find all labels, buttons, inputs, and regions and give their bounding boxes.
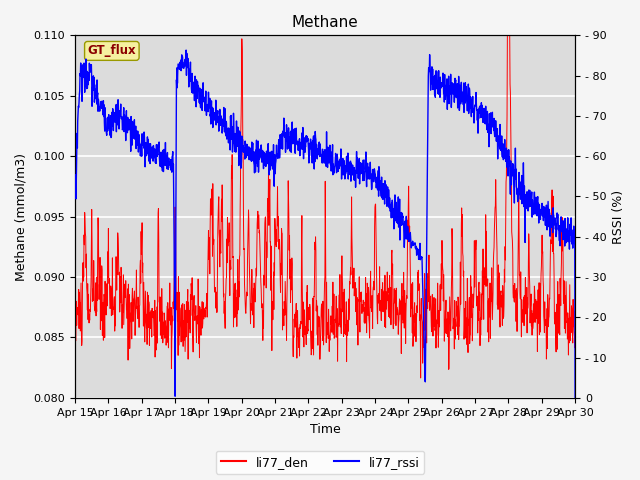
li77_rssi <box>356 171 364 177</box>
li77_den <box>71 286 79 292</box>
li77_rssi <box>572 395 579 401</box>
Line: li77_den: li77_den <box>75 36 575 378</box>
li77_den <box>110 307 118 312</box>
li77_rssi <box>294 139 301 145</box>
li77_den <box>356 309 364 314</box>
li77_den <box>572 329 579 335</box>
li77_rssi <box>182 47 190 53</box>
li77_den <box>130 295 138 301</box>
li77_rssi <box>110 111 118 117</box>
X-axis label: Time: Time <box>310 423 340 436</box>
li77_den <box>303 290 310 296</box>
li77_rssi <box>303 135 311 141</box>
Title: Methane: Methane <box>292 15 358 30</box>
Legend: li77_den, li77_rssi: li77_den, li77_rssi <box>216 451 424 474</box>
li77_den <box>294 308 301 313</box>
Text: GT_flux: GT_flux <box>88 44 136 58</box>
li77_den <box>504 33 511 38</box>
Y-axis label: Methane (mmol/m3): Methane (mmol/m3) <box>15 153 28 281</box>
li77_den <box>284 279 291 285</box>
li77_rssi <box>284 146 291 152</box>
Y-axis label: RSSI (%): RSSI (%) <box>612 190 625 244</box>
Line: li77_rssi: li77_rssi <box>75 50 575 398</box>
li77_rssi <box>71 183 79 189</box>
li77_rssi <box>130 121 138 127</box>
li77_den <box>417 375 424 381</box>
